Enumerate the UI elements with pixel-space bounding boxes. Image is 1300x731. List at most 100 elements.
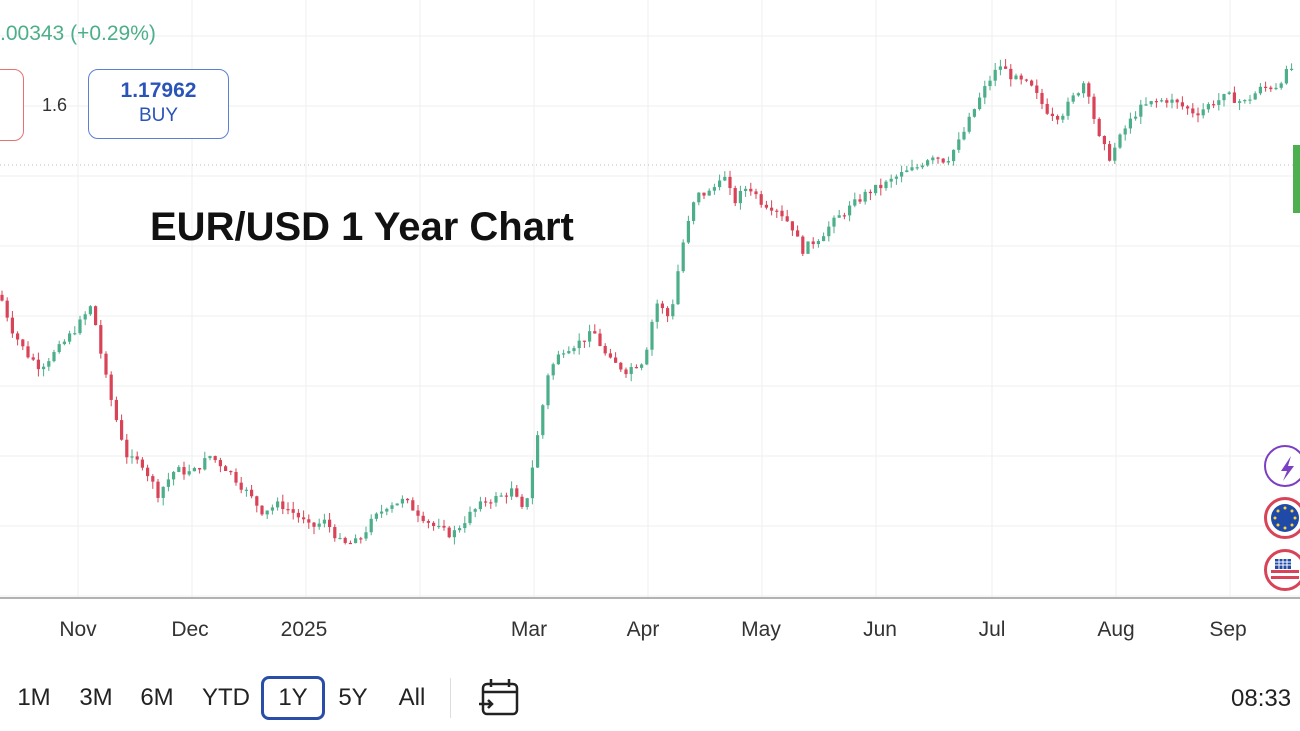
candle-body: [1108, 144, 1112, 161]
candle-body: [593, 331, 597, 334]
candle-body: [447, 527, 451, 538]
candle-body: [764, 204, 768, 208]
candle-body: [640, 364, 644, 368]
candle-body: [510, 488, 514, 497]
candle-body: [1160, 100, 1164, 102]
candle-body: [463, 523, 467, 529]
candle-body: [816, 241, 820, 245]
range-5y-button[interactable]: 5Y: [338, 684, 368, 711]
candle-body: [827, 226, 831, 237]
candle-body: [78, 319, 82, 334]
clock: 08:33: [1231, 685, 1292, 712]
candle-body: [1082, 83, 1086, 94]
candle-body: [62, 341, 66, 345]
candle-body: [660, 303, 664, 309]
candle-body: [551, 364, 555, 376]
candle-body: [135, 456, 139, 460]
candle-body: [562, 353, 566, 355]
candle-body: [1134, 116, 1138, 119]
candle-body: [749, 188, 753, 192]
x-tick-label: Apr: [626, 618, 660, 641]
candle-body: [442, 525, 446, 528]
candle-body: [1284, 69, 1288, 84]
candle-body: [889, 178, 893, 182]
candle-body: [957, 139, 961, 150]
candle-body: [73, 333, 77, 335]
x-tick-label: Dec: [171, 618, 209, 641]
range-all-button[interactable]: All: [398, 684, 426, 711]
candle-body: [172, 471, 176, 480]
candle-body: [1113, 147, 1117, 161]
lightning-icon[interactable]: [1264, 445, 1300, 487]
candle-body: [489, 502, 493, 504]
candle-body: [1128, 118, 1132, 129]
candle-body: [1258, 86, 1262, 94]
range-3m-button[interactable]: 3M: [79, 684, 113, 711]
candle-body: [156, 481, 160, 498]
candle-body: [1238, 101, 1242, 103]
candle-body: [582, 340, 586, 342]
candle-body: [801, 236, 805, 254]
candle-body: [99, 325, 103, 354]
candle-body: [499, 495, 503, 497]
candle-body: [744, 188, 748, 191]
candle-body: [785, 216, 789, 222]
candle-body: [1087, 83, 1091, 97]
candle-body: [728, 176, 732, 189]
candle-body: [1035, 85, 1039, 93]
x-tick-label: Jun: [863, 618, 897, 641]
candle-body: [900, 172, 904, 177]
candle-body: [588, 331, 592, 342]
buy-button[interactable]: 1.17962 BUY: [88, 69, 229, 139]
candle-body: [1279, 83, 1283, 88]
candle-body: [910, 167, 914, 171]
x-tick-label: Nov: [59, 618, 97, 641]
candle-body: [1253, 93, 1257, 100]
candle-body: [1196, 113, 1200, 116]
chart-area[interactable]: .00343 (+0.29%) 1.6 1.17962 BUY EUR/USD …: [0, 0, 1300, 600]
candle-body: [712, 187, 716, 191]
us-flag-icon[interactable]: [1264, 549, 1300, 591]
candle-body: [458, 528, 462, 531]
candle-body: [842, 215, 846, 217]
candle-body: [863, 191, 867, 202]
x-tick-label: Mar: [510, 618, 548, 641]
range-ytd-button[interactable]: YTD: [202, 684, 250, 711]
candle-body: [796, 230, 800, 237]
candle-body: [68, 333, 72, 342]
price-change: .00343 (+0.29%): [0, 22, 156, 45]
candle-body: [1149, 101, 1153, 105]
candle-body: [655, 303, 659, 322]
candle-body: [354, 538, 358, 544]
toolbar-divider: [450, 678, 451, 718]
candle-body: [780, 210, 784, 217]
eu-flag-icon[interactable]: [1264, 497, 1300, 539]
candle-body: [333, 527, 337, 539]
candle-body: [1217, 100, 1221, 105]
candle-body: [723, 176, 727, 181]
calendar-range-icon[interactable]: [478, 678, 522, 723]
candle-body: [125, 439, 129, 458]
range-toolbar: 1M 3M 6M YTD 1Y 5Y All 08:33: [0, 660, 1300, 731]
candle-body: [203, 458, 207, 470]
candle-body: [452, 530, 456, 538]
candle-body: [556, 354, 560, 365]
candlestick-chart[interactable]: [0, 0, 1300, 600]
candle-body: [1186, 106, 1190, 109]
candle-body: [946, 161, 950, 163]
range-1y-button[interactable]: 1Y: [261, 676, 325, 720]
candle-body: [83, 314, 87, 320]
sell-button[interactable]: [0, 69, 24, 141]
candle-body: [114, 399, 118, 421]
candle-body: [894, 176, 898, 179]
range-1m-button[interactable]: 1M: [17, 684, 51, 711]
candle-body: [364, 532, 368, 539]
candle-body: [697, 192, 701, 203]
candle-body: [806, 241, 810, 254]
candle-body: [250, 489, 254, 497]
buy-price: 1.17962: [120, 79, 197, 102]
candle-body: [931, 157, 935, 161]
range-6m-button[interactable]: 6M: [140, 684, 174, 711]
candle-body: [146, 467, 150, 477]
candle-body: [478, 501, 482, 510]
